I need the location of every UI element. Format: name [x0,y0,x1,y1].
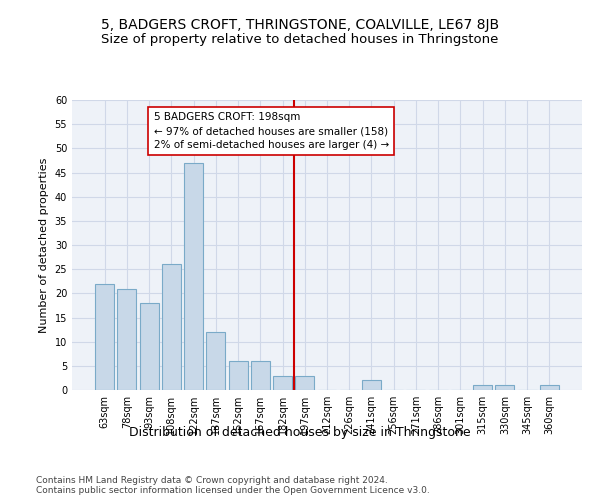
Bar [229,361,248,390]
Bar [251,361,270,390]
Text: Size of property relative to detached houses in Thringstone: Size of property relative to detached ho… [101,32,499,46]
Bar [540,385,559,390]
Text: 5, BADGERS CROFT, THRINGSTONE, COALVILLE, LE67 8JB: 5, BADGERS CROFT, THRINGSTONE, COALVILLE… [101,18,499,32]
Bar [118,288,136,390]
Text: 5 BADGERS CROFT: 198sqm
← 97% of detached houses are smaller (158)
2% of semi-de: 5 BADGERS CROFT: 198sqm ← 97% of detache… [154,112,389,150]
Bar [206,332,225,390]
Bar [362,380,381,390]
Bar [295,376,314,390]
Bar [273,376,292,390]
Bar [140,303,158,390]
Bar [162,264,181,390]
Bar [496,385,514,390]
Y-axis label: Number of detached properties: Number of detached properties [39,158,49,332]
Bar [473,385,492,390]
Text: Contains HM Land Registry data © Crown copyright and database right 2024.
Contai: Contains HM Land Registry data © Crown c… [36,476,430,495]
Bar [184,163,203,390]
Text: Distribution of detached houses by size in Thringstone: Distribution of detached houses by size … [129,426,471,439]
Bar [95,284,114,390]
